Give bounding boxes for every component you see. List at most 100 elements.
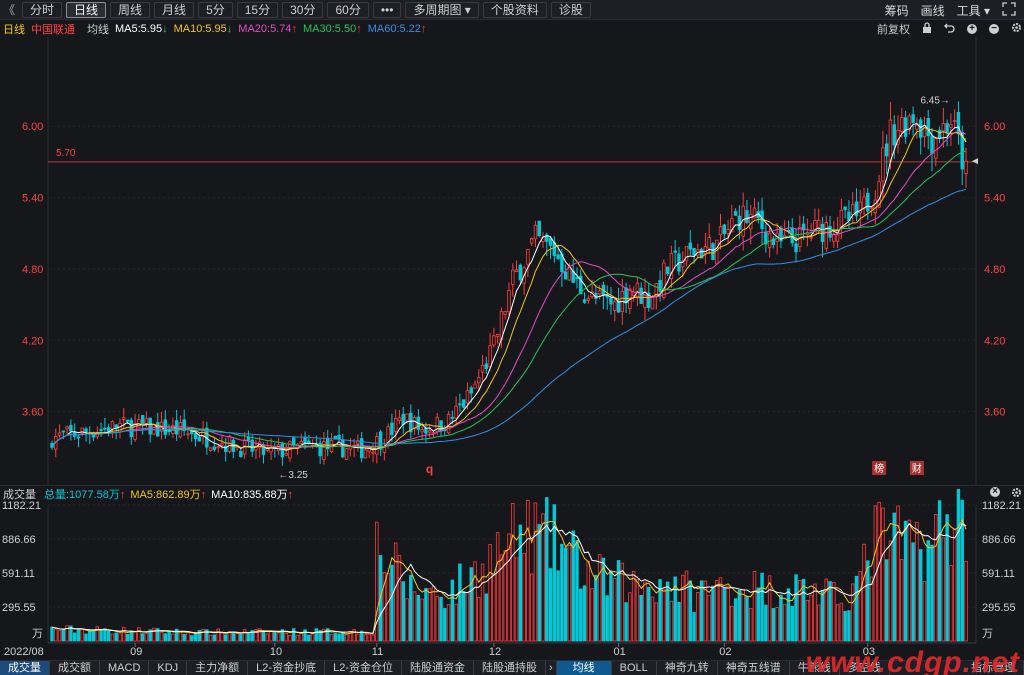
tab-hk-connect-hold[interactable]: 陆股通持股 <box>474 660 546 675</box>
volume-bar <box>703 580 708 642</box>
max-price-label: 6.45→ <box>920 95 949 106</box>
tab-magic-nine[interactable]: 神奇九转 <box>657 660 718 675</box>
date-tick-label: 03 <box>863 646 875 658</box>
stock-info-button[interactable]: 个股资料 <box>482 1 547 18</box>
candle-body <box>518 264 523 281</box>
tab-volume[interactable]: 成交量 <box>0 660 50 675</box>
candle-body <box>103 427 107 430</box>
candle-body <box>511 269 515 285</box>
candle-body <box>658 280 662 292</box>
tab-magic-five[interactable]: 神奇五线谱 <box>718 660 790 675</box>
ma10-line <box>51 127 967 450</box>
candle-body <box>61 430 66 433</box>
event-marker-cai[interactable]: 财 <box>909 461 924 475</box>
candle-body <box>613 301 617 311</box>
diagnose-button[interactable]: 诊股 <box>550 1 591 18</box>
tab-hk-connect-fund[interactable]: 陆股通资金 <box>402 660 474 675</box>
volume-bar <box>405 598 409 642</box>
tab-l2-position[interactable]: L2-资金仓位 <box>325 660 402 675</box>
volume-ma5: MA5:862.89万↑ <box>130 488 207 501</box>
tab-daily[interactable]: 日线 <box>66 1 107 18</box>
volume-bar <box>174 628 179 642</box>
adjust-mode-button[interactable]: 前复权 <box>877 24 910 36</box>
volume-bar <box>582 585 587 642</box>
volume-bar <box>356 633 360 642</box>
volume-bar <box>137 627 141 642</box>
close-pane-icon[interactable]: × <box>990 487 1000 497</box>
event-marker-q[interactable]: q <box>426 462 433 476</box>
volume-bar <box>813 583 817 642</box>
tools-dropdown[interactable]: 工具 ▾ <box>956 3 990 18</box>
candle-body <box>824 222 828 249</box>
candle-body <box>484 363 489 369</box>
tab-weekly[interactable]: 周线 <box>110 1 151 18</box>
volume-bar <box>465 592 470 642</box>
candle-body <box>832 234 836 242</box>
date-tick-label: 02 <box>719 646 731 658</box>
candle-body <box>737 215 742 230</box>
zoom-in-icon[interactable]: + <box>967 24 977 34</box>
multi-period-dropdown[interactable]: 多周期图 ▾ <box>405 1 479 18</box>
candle-body <box>371 451 375 454</box>
tab-boll[interactable]: BOLL <box>612 660 657 675</box>
indicator-tabs: 成交量 成交额 MACD KDJ 主力净额 L2-资金抄底 L2-资金仓位 陆股… <box>0 660 1024 675</box>
ma-type-label[interactable]: 均线 <box>87 24 109 36</box>
volume-bar <box>114 632 118 642</box>
volume-bar <box>843 610 847 642</box>
undo-icon[interactable] <box>944 22 955 36</box>
tab-bull-bear[interactable]: 牛熊线 <box>790 660 840 675</box>
candle-body <box>771 238 776 246</box>
candle-body <box>843 206 847 211</box>
fullscreen-icon[interactable] <box>1002 1 1016 19</box>
volume-bar <box>579 588 583 642</box>
volume-bar <box>684 570 689 642</box>
settings-gear-icon[interactable] <box>1011 22 1022 36</box>
candles <box>50 101 968 467</box>
ma30-line <box>51 150 967 448</box>
tab-kdj[interactable]: KDJ <box>149 660 188 675</box>
tab-5min[interactable]: 5分 <box>198 1 233 18</box>
volume-bar <box>767 575 772 642</box>
tab-macd[interactable]: MACD <box>100 660 150 675</box>
volume-bar <box>798 579 802 642</box>
zoom-out-icon[interactable]: − <box>989 24 999 34</box>
tab-30min[interactable]: 30分 <box>282 1 324 18</box>
tab-monthly[interactable]: 月线 <box>154 1 195 18</box>
tab-long-short[interactable]: 多空线 <box>840 660 890 675</box>
drawing-button[interactable]: 画线 <box>920 3 945 18</box>
candle-body <box>503 311 507 315</box>
candle-body <box>239 450 243 458</box>
volume-bar <box>888 540 893 642</box>
volume-label[interactable]: 成交量 <box>3 488 36 501</box>
candle-body <box>254 446 258 451</box>
tab-15min[interactable]: 15分 <box>236 1 279 18</box>
kline-chart[interactable]: 5.70 6.00 5.40 4.80 4.20 3.60 6.00 5.40 … <box>0 37 1024 660</box>
pane-settings-gear-icon[interactable] <box>1011 487 1022 501</box>
volume-bar <box>84 633 88 642</box>
volume-bar <box>514 557 519 642</box>
tab-60min[interactable]: 60分 <box>327 1 369 18</box>
date-tick-label: 11 <box>372 646 383 658</box>
chips-button[interactable]: 筹码 <box>884 3 909 18</box>
candle-body <box>99 429 103 432</box>
ma60-value: MA60:5.22↑ <box>367 23 427 35</box>
volume-bar <box>80 628 84 642</box>
lock-icon[interactable] <box>922 22 932 36</box>
price-tick-label: 4.20 <box>22 335 43 347</box>
collapse-left-icon[interactable]: 《 <box>2 3 15 17</box>
candle-body <box>378 431 383 450</box>
tab-ma[interactable]: 均线 <box>556 660 612 675</box>
volume-bar <box>748 608 753 642</box>
event-marker-bang[interactable]: 榜 <box>872 461 887 475</box>
tab-turnover[interactable]: 成交额 <box>50 660 100 675</box>
tab-intraday[interactable]: 分时 <box>22 1 63 18</box>
volume-bar <box>231 631 236 642</box>
volume-bar <box>273 631 277 642</box>
tab-main-net[interactable]: 主力净额 <box>187 660 249 675</box>
candle-body <box>597 290 602 295</box>
volume-bar <box>54 628 58 642</box>
tab-scroll-arrow[interactable]: › <box>546 660 557 675</box>
tab-l2-bottom[interactable]: L2-资金抄底 <box>248 660 326 675</box>
more-periods-button[interactable]: ••• <box>372 1 402 18</box>
volume-bar <box>756 587 760 642</box>
